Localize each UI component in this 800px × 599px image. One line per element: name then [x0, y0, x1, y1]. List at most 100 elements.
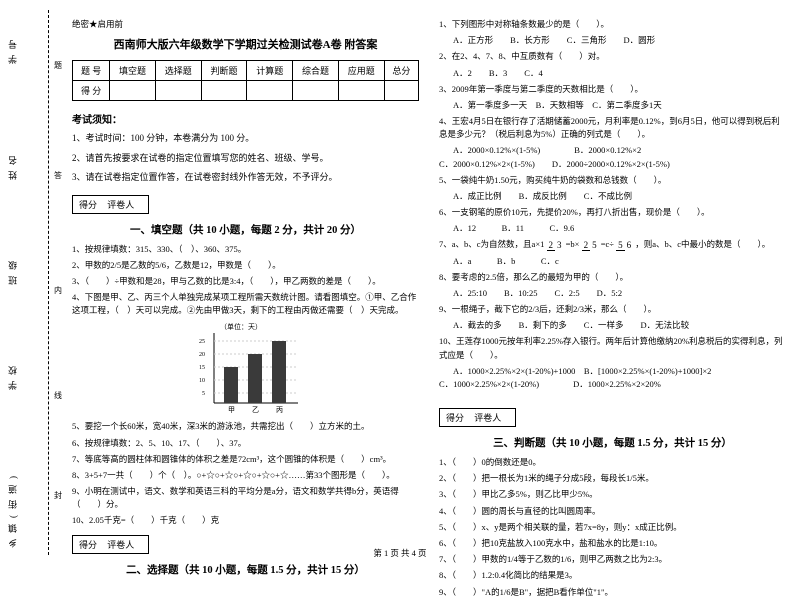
q1-7: 7、等底等高的圆柱体和圆锥体的体积之差是72cm³，这个圆锥的体积是（ ）cm³… — [72, 453, 419, 466]
q2-9o: A．截去的多 B．剩下的多 C．一样多 D．无法比较 — [439, 319, 786, 332]
bar-jia — [224, 367, 238, 403]
dash-char-2: 内 — [54, 285, 62, 296]
q2-8o: A．25:10 B．10:25 C．2:5 D．5:2 — [439, 287, 786, 300]
q2-7o: A．a B．b C．c — [439, 255, 786, 268]
left-column: 绝密★启用前 西南师大版六年级数学下学期过关检测试卷A卷 附答案 题 号 填空题… — [72, 18, 419, 537]
q1-10: 10、2.05千克=（ ）千克（ ）克 — [72, 514, 419, 527]
q3-2: 2、（ ）把一根长为1米的绳子分成5段，每段长1/5米。 — [439, 472, 786, 485]
q2-3o: A．第一季度多一天 B．天数相等 C．第二季度多1天 — [439, 99, 786, 112]
q2-7: 7、a、b、c为自然数，且a×1 23 =b× 25 =c÷ 56 ，则a、b、… — [439, 238, 786, 251]
q1-6: 6、按规律填数：2、5、10、17、（ ）、37。 — [72, 437, 419, 450]
q1-8: 8、3+5+7一共（ ）个（ ）。○+☆○+☆○+☆○+☆○+☆……第33个图形… — [72, 469, 419, 482]
q7-d: ，则a、b、c中最小的数是（ ）。 — [635, 239, 770, 249]
table-row: 题 号 填空题 选择题 判断题 计算题 综合题 应用题 总分 — [73, 61, 419, 81]
q2-10: 10、王莲存1000元按年利率2.25%存入银行。两年后计算他缴纳20%利息税后… — [439, 335, 786, 361]
empty-cell[interactable] — [384, 81, 418, 101]
q2-4: 4、王宏4月5日在银行存了活期储蓄2000元，月利率是0.12%，到6月5日，他… — [439, 115, 786, 141]
binding-field-class: 班级 — [6, 255, 19, 285]
q1-5: 5、要挖一个长60米，宽40米，深3米的游泳池，共需挖出（ ）立方米的土。 — [72, 420, 419, 433]
q7-c: =c÷ — [601, 239, 614, 249]
page-footer: 第 1 页 共 4 页 — [0, 547, 800, 559]
scorer-b: 评卷人 — [107, 200, 134, 210]
right-column: 1、下列图形中对称轴条数最少的是（ ）。 A．正方形 B．长方形 C．三角形 D… — [439, 18, 786, 537]
q3-4: 4、（ ）圆的周长与直径的比叫圆周率。 — [439, 505, 786, 518]
binding-field-school: 学校 — [6, 360, 19, 390]
score-table: 题 号 填空题 选择题 判断题 计算题 综合题 应用题 总分 得 分 — [72, 60, 419, 101]
q2-10o: A．1000×2.25%×2×(1-20%)+1000 B．[1000×2.25… — [439, 365, 786, 391]
bar-chart: （单位：天） 5 10 15 20 25 甲 乙 丙 — [186, 321, 306, 416]
empty-cell[interactable] — [110, 81, 156, 101]
th-choice: 选择题 — [155, 61, 201, 81]
scorer-box-1: 得分 评卷人 — [72, 195, 149, 214]
th-app: 应用题 — [338, 61, 384, 81]
ytick-10: 10 — [199, 378, 205, 384]
bar-label-0: 甲 — [228, 406, 235, 414]
th-judge: 判断题 — [201, 61, 247, 81]
notice-2: 2、请首先按要求在试卷的指定位置填写您的姓名、班级、学号。 — [72, 152, 419, 166]
bar-label-2: 丙 — [276, 406, 283, 414]
th-calc: 计算题 — [247, 61, 293, 81]
bar-bing — [272, 341, 286, 403]
ytick-5: 5 — [202, 391, 205, 397]
th-comp: 综合题 — [293, 61, 339, 81]
dash-char-3: 线 — [54, 390, 62, 401]
bar-yi — [248, 354, 262, 403]
th-total: 总分 — [384, 61, 418, 81]
notice-3: 3、请在试卷指定位置作答，在试卷密封线外作答无效，不予评分。 — [72, 171, 419, 185]
ytick-20: 20 — [199, 352, 205, 358]
q2-5o: A．成正比例 B．成反比例 C．不成比例 — [439, 190, 786, 203]
q3-8: 8、（ ）1.2:0.4化简比的结果是3。 — [439, 569, 786, 582]
binding-margin: 乡镇(街道) 学校 班级 姓名 学号 题 答 内 线 封 — [0, 0, 64, 565]
q1-4: 4、下图是甲、乙、丙三个人单独完成某项工程所需天数统计图。请看图填空。①甲、乙合… — [72, 291, 419, 317]
q1-2: 2、甲数的2/5是乙数的5/6，乙数是12，甲数是（ ）。 — [72, 259, 419, 272]
dash-line — [48, 10, 49, 555]
section2-title: 二、选择题（共 10 小题，每题 1.5 分，共计 15 分） — [72, 562, 419, 577]
dash-char-4: 封 — [54, 490, 62, 501]
q3-3: 3、（ ）甲比乙多5%，则乙比甲少5%。 — [439, 488, 786, 501]
secret-label: 绝密★启用前 — [72, 18, 419, 30]
q1-3: 3、（ ）÷甲数和是28，甲与乙数的比是3:4，（ ），甲乙两数的差是（ ）。 — [72, 275, 419, 288]
q3-1: 1、（ ）0的倒数还是0。 — [439, 456, 786, 469]
empty-cell[interactable] — [247, 81, 293, 101]
frac-1: 23 — [547, 241, 564, 250]
scorer-a3: 得分 — [446, 413, 464, 423]
q7-b: =b× — [566, 239, 580, 249]
q1-9: 9、小明在测试中，语文、数学和英语三科的平均分是a分，语文和数学共得b分，英语得… — [72, 485, 419, 511]
q3-9: 9、（ ）"A的1/6是B"，据把B看作单位"1"。 — [439, 586, 786, 599]
q2-2: 2、在2、4、7、8、中互质数有（ ）对。 — [439, 50, 786, 63]
empty-cell[interactable] — [155, 81, 201, 101]
q2-5: 5、一袋纯牛奶1.50元，购买纯牛奶的袋数和总钱数（ ）。 — [439, 174, 786, 187]
q2-2o: A．2 B．3 C．4 — [439, 67, 786, 80]
q2-4o: A．2000×0.12%×(1-5%) B．2000×0.12%×2 C．200… — [439, 144, 786, 170]
empty-cell[interactable] — [201, 81, 247, 101]
q2-1o: A．正方形 B．长方形 C．三角形 D．圆形 — [439, 34, 786, 47]
q3-5: 5、（ ）x、y是两个相关联的量，若7x=8y，则y：x成正比例。 — [439, 521, 786, 534]
frac-2: 25 — [582, 241, 599, 250]
page-columns: 绝密★启用前 西南师大版六年级数学下学期过关检测试卷A卷 附答案 题 号 填空题… — [72, 18, 786, 537]
empty-cell[interactable] — [293, 81, 339, 101]
q7-a: 7、a、b、c为自然数，且a×1 — [439, 239, 544, 249]
ytick-25: 25 — [199, 339, 205, 345]
scorer-b3: 评卷人 — [474, 413, 501, 423]
th-num: 题 号 — [73, 61, 110, 81]
table-row: 得 分 — [73, 81, 419, 101]
ytick-15: 15 — [199, 365, 205, 371]
notice-head: 考试须知： — [72, 111, 419, 126]
q2-9: 9、一根绳子，截下它的2/3后，还剩2/3米，那么（ ）。 — [439, 303, 786, 316]
q2-6o: A．12 B．11 C．9.6 — [439, 222, 786, 235]
bar-label-1: 乙 — [252, 406, 259, 414]
q1-1: 1、按规律填数：315、330、（ ）、360、375。 — [72, 243, 419, 256]
th-fill: 填空题 — [110, 61, 156, 81]
q2-1: 1、下列图形中对称轴条数最少的是（ ）。 — [439, 18, 786, 31]
binding-field-town: 乡镇(街道) — [6, 470, 19, 548]
binding-field-name: 姓名 — [6, 150, 19, 180]
exam-title: 西南师大版六年级数学下学期过关检测试卷A卷 附答案 — [72, 36, 419, 52]
binding-field-id: 学号 — [6, 34, 19, 64]
empty-cell[interactable] — [338, 81, 384, 101]
dash-char-0: 题 — [54, 60, 62, 71]
frac-3: 56 — [616, 241, 633, 250]
td-score-head: 得 分 — [73, 81, 110, 101]
q2-8: 8、要考虑的2.5倍，那么乙的最短为甲的（ ）。 — [439, 271, 786, 284]
section3-title: 三、判断题（共 10 小题，每题 1.5 分，共计 15 分） — [439, 435, 786, 450]
notice-1: 1、考试时间：100 分钟，本卷满分为 100 分。 — [72, 132, 419, 146]
